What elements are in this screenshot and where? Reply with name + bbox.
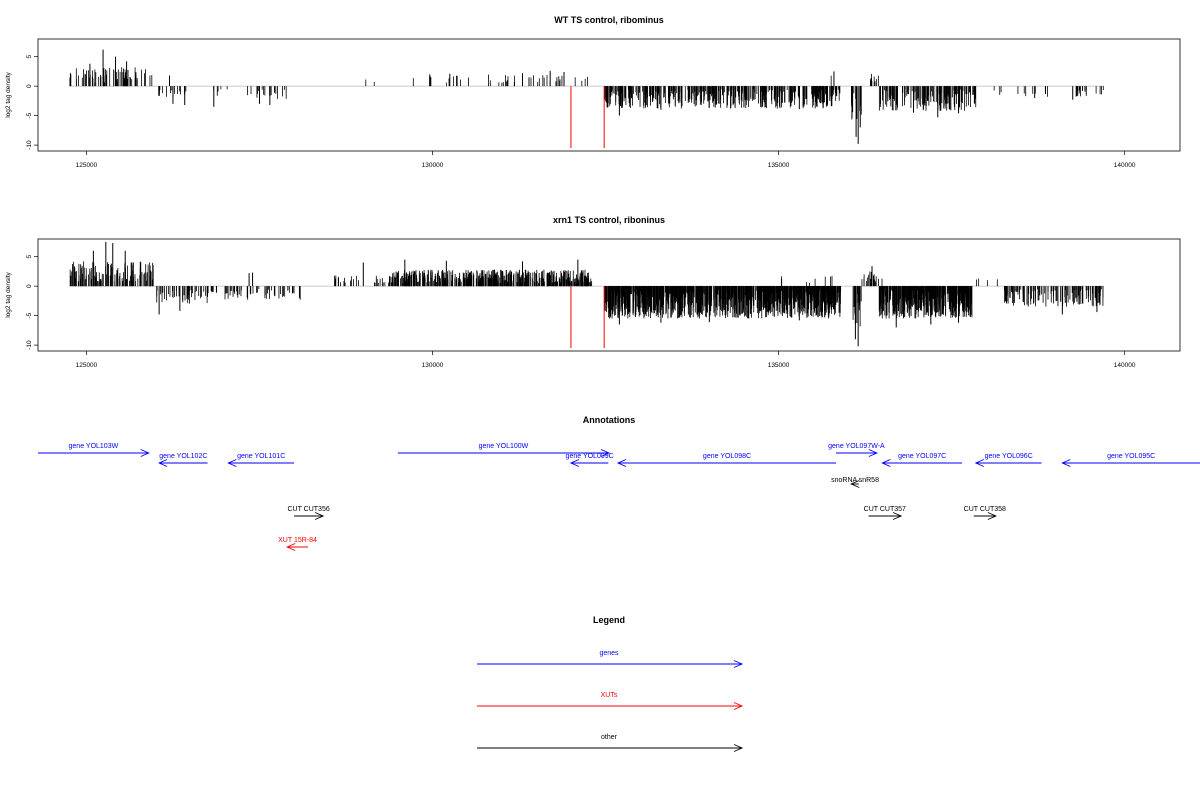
annotations-title: Annotations [583, 415, 636, 425]
legend: Legend genes XUTs other [477, 615, 744, 752]
x-tick-label: 130000 [422, 362, 444, 369]
feature-arrow-head [157, 459, 168, 467]
feature-label: gene YOL101C [237, 453, 285, 460]
x-tick-label: 140000 [1114, 162, 1136, 169]
feature-arrow-head [974, 459, 985, 467]
feature-arrow-head [881, 459, 891, 467]
xrn1-density-panel: xrn1 TS control, riboninus log2 tag dens… [5, 215, 1181, 369]
y-tick-label: -10 [26, 140, 33, 150]
xrn1-y-axis-label: log2 tag density [5, 271, 12, 317]
feature-arrow-head [892, 512, 903, 520]
legend-arrow-head [733, 660, 744, 668]
legend-arrow-head [733, 744, 744, 752]
y-tick-label: -5 [26, 112, 33, 118]
feature-label: gene YOL095C [1107, 453, 1155, 460]
feature-label: gene YOL102C [159, 453, 207, 460]
plot-frame [37, 38, 1181, 152]
legend-item-label: genes [599, 650, 619, 657]
feature-arrow-head [987, 512, 998, 520]
feature-label: CUT CUT358 [964, 506, 1006, 513]
feature-label: gene YOL097C [898, 453, 946, 460]
legend-arrow-head [733, 702, 744, 710]
feature-arrow-head [616, 459, 627, 467]
feature-label: gene YOL100W [479, 443, 529, 450]
legend-item-label: other [601, 734, 618, 741]
y-tick-label: 0 [26, 84, 33, 88]
wt-y-axis-label: log2 tag density [5, 71, 12, 117]
x-tick-label: 130000 [422, 162, 444, 169]
x-tick-label: 135000 [768, 162, 790, 169]
feature-arrow-head [868, 449, 878, 457]
feature-label: snoRNA snR58 [831, 477, 879, 484]
feature-arrow-head [1061, 459, 1071, 467]
legend-item-label: XUTs [601, 692, 618, 699]
x-tick-label: 140000 [1114, 362, 1136, 369]
feature-arrow-head [600, 449, 611, 457]
wt-density-panel: WT TS control, ribominus log2 tag densit… [5, 15, 1181, 169]
feature-arrow-head [286, 543, 296, 551]
wt-panel-title: WT TS control, ribominus [554, 15, 664, 25]
x-tick-label: 125000 [76, 162, 98, 169]
xrn1-panel-title: xrn1 TS control, riboninus [553, 215, 665, 225]
legend-title: Legend [593, 615, 625, 625]
feature-label: CUT CUT357 [864, 506, 906, 513]
x-tick-label: 125000 [76, 362, 98, 369]
feature-label: CUT CUT356 [287, 506, 329, 513]
feature-label: gene YOL097W-A [828, 443, 885, 450]
y-tick-label: -10 [26, 340, 33, 350]
plot-frame [37, 238, 1181, 352]
feature-label: XUT 15R-84 [278, 537, 317, 544]
y-tick-label: 5 [26, 254, 33, 258]
y-tick-label: 0 [26, 284, 33, 288]
x-tick-label: 135000 [768, 362, 790, 369]
feature-arrow-head [850, 480, 860, 488]
annotations-track: Annotations gene YOL103W gene YOL102C gene… [38, 415, 1200, 551]
feature-arrow-head [227, 459, 237, 467]
feature-label: gene YOL096C [985, 453, 1033, 460]
y-tick-label: -5 [26, 312, 33, 318]
feature-label: gene YOL098C [703, 453, 751, 460]
feature-arrow-head [314, 512, 325, 520]
feature-arrow-head [140, 449, 150, 457]
y-tick-label: 5 [26, 54, 33, 58]
feature-arrow-head [569, 459, 580, 467]
feature-label: gene YOL099C [566, 453, 614, 460]
feature-label: gene YOL103W [69, 443, 119, 450]
